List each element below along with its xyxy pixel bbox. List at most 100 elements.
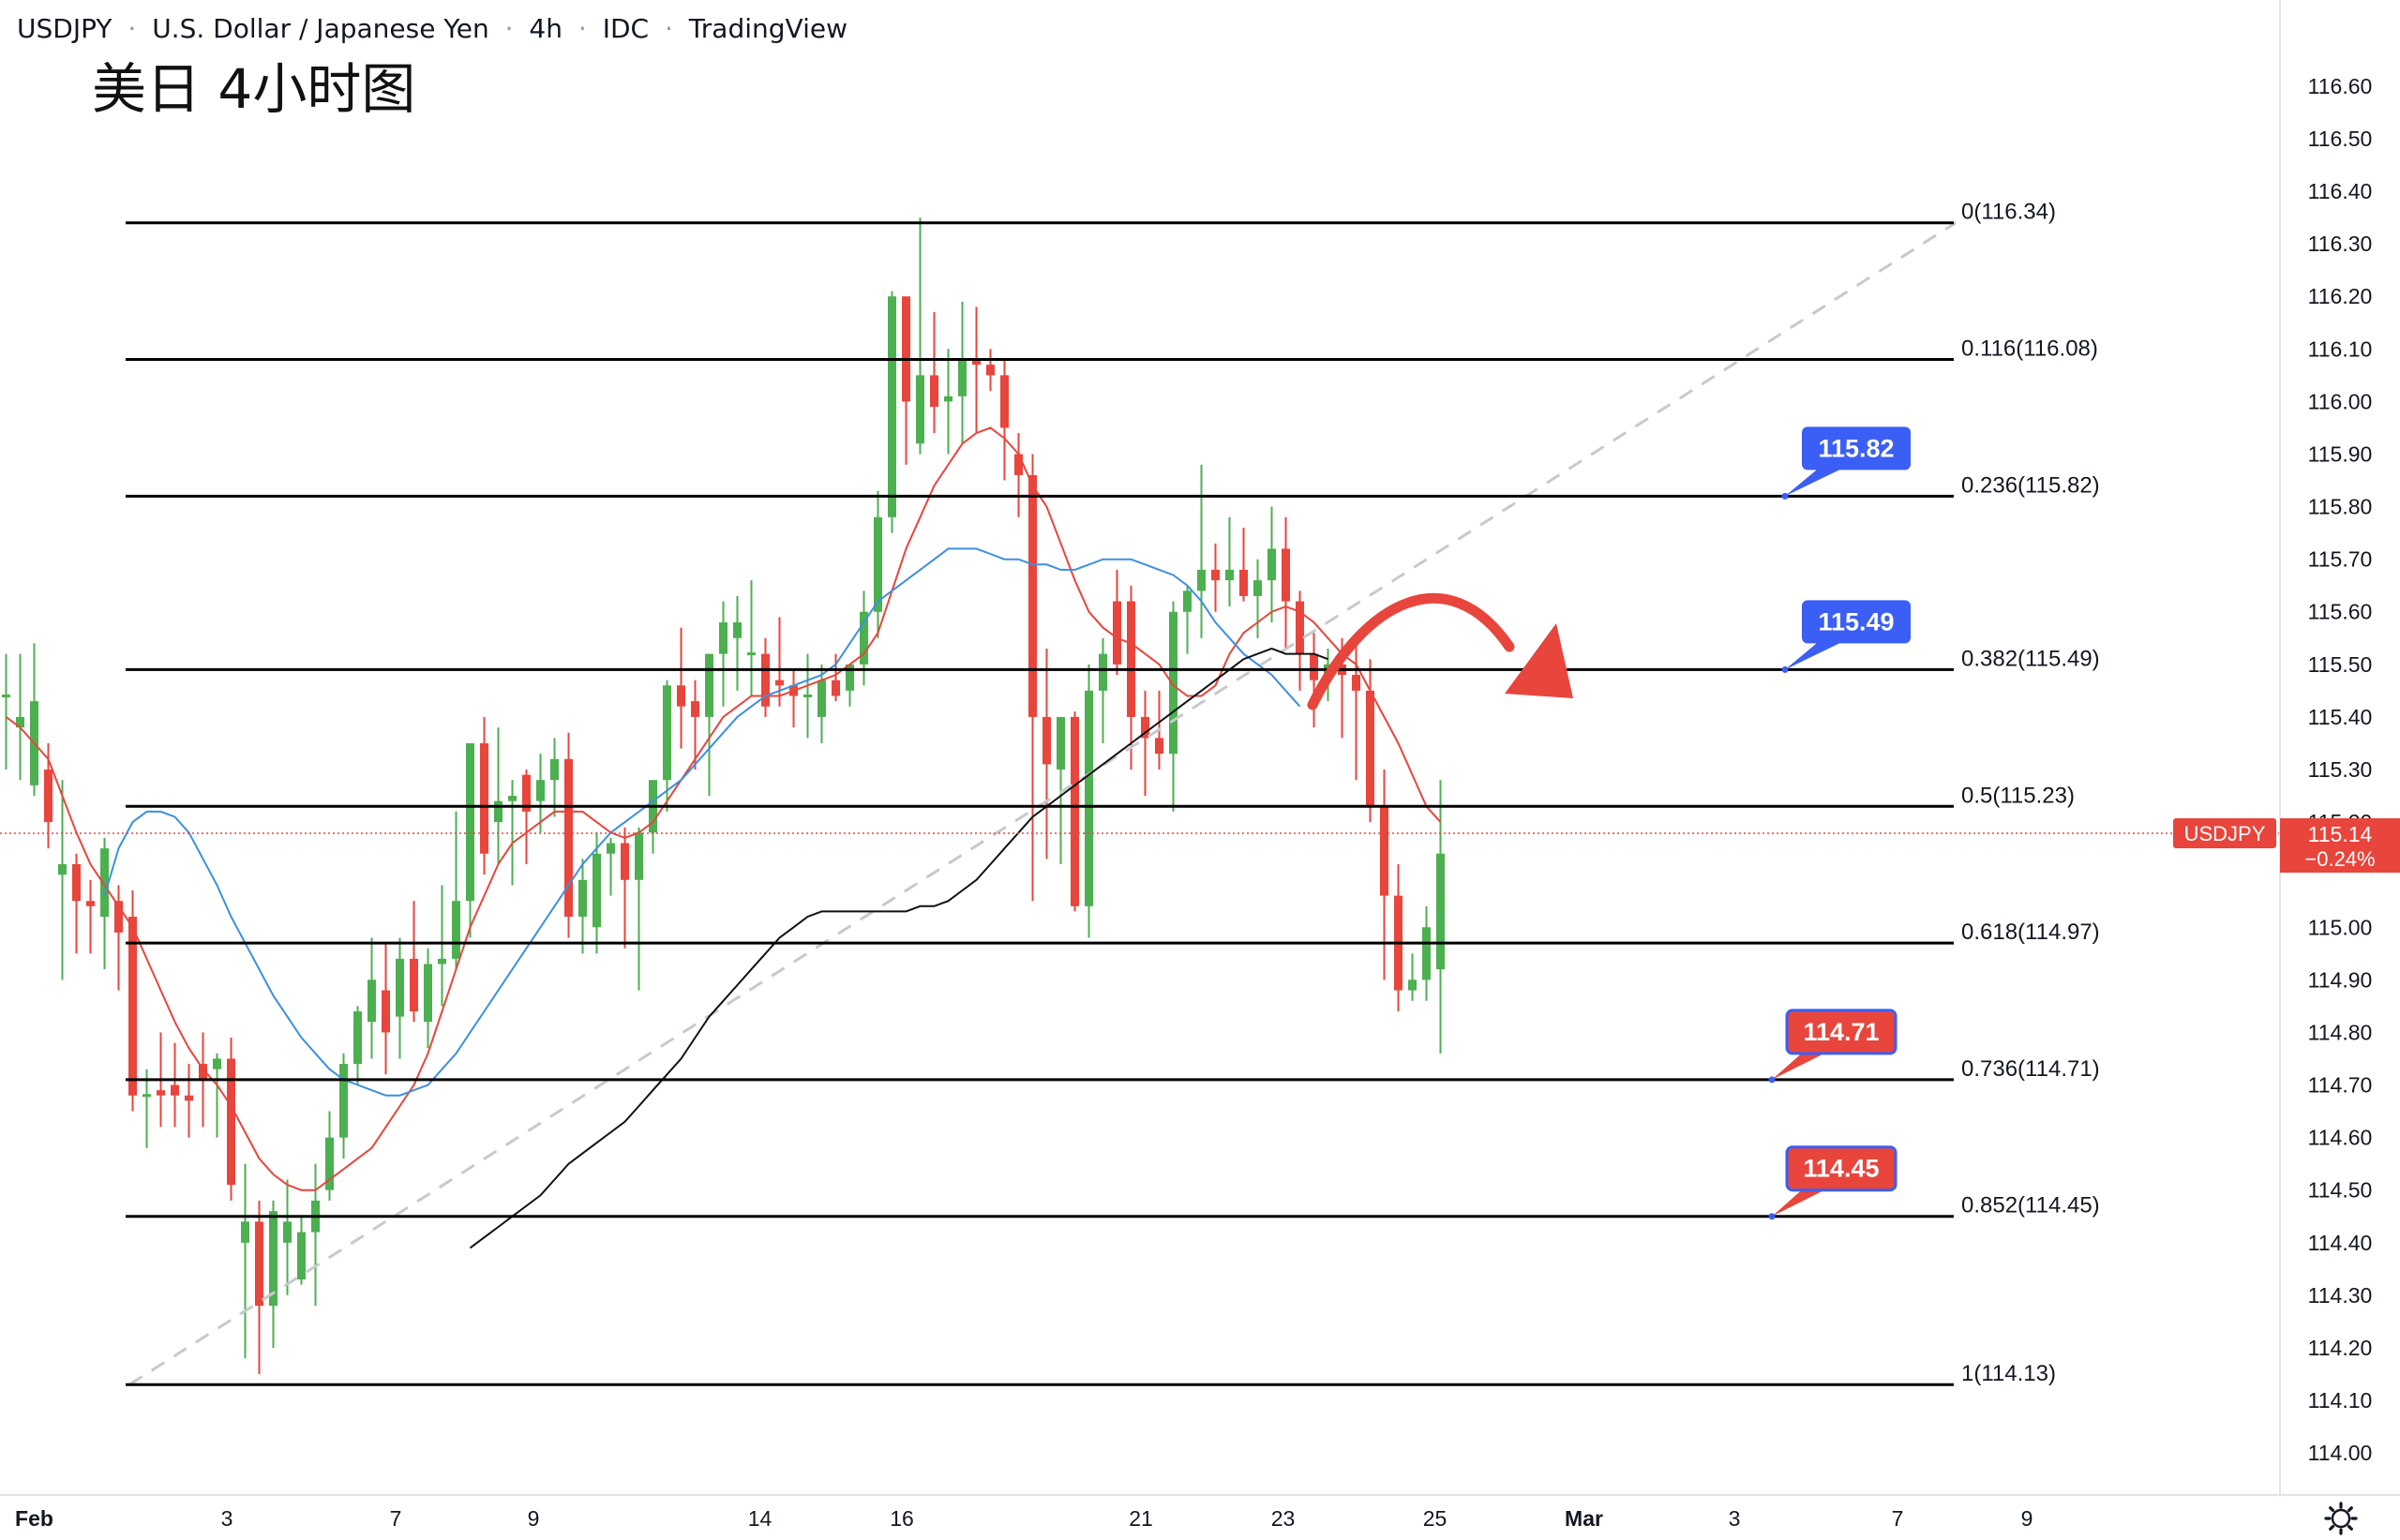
fib-label: 0.736(114.71) (1961, 1056, 2100, 1082)
time-tick-label: 9 (2021, 1506, 2033, 1531)
candle (2, 653, 10, 770)
candle (1422, 905, 1431, 1001)
candle (1028, 454, 1037, 902)
header-sep-1: · (128, 13, 136, 44)
time-tick-label: 25 (1423, 1506, 1448, 1531)
price-tick-label: 116.00 (2308, 389, 2373, 413)
price-tick-label: 115.70 (2308, 547, 2373, 572)
price-tick-label: 114.50 (2308, 1178, 2373, 1203)
candle (1071, 711, 1079, 912)
candle (1310, 633, 1318, 728)
price-tick-label: 114.30 (2308, 1283, 2373, 1308)
time-tick-label: Mar (1565, 1506, 1603, 1531)
candle (72, 853, 81, 954)
time-tick-label: 23 (1271, 1506, 1296, 1531)
candle (1113, 569, 1121, 676)
settings-gear-icon[interactable] (2324, 1502, 2358, 1535)
fib-level: 0.116(116.08) (126, 336, 2098, 362)
last-price-change: −0.24% (2304, 847, 2375, 871)
candle (803, 653, 812, 739)
price-tick-label: 115.30 (2308, 757, 2373, 782)
fib-level: 0.736(114.71) (126, 1056, 2100, 1082)
fib-label: 1(114.13) (1961, 1361, 2056, 1386)
last-price-axis-tag: 115.14 −0.24% (2280, 818, 2400, 873)
candle (241, 1163, 249, 1359)
time-axis[interactable]: Feb 3 7 9 14 16 21 23 25 Mar 3 7 9 (15, 1506, 2032, 1531)
candle (1436, 780, 1445, 1054)
price-tick-label: 116.40 (2308, 179, 2373, 203)
fib-level: 0.852(114.45) (126, 1193, 2100, 1219)
candle (100, 837, 109, 970)
price-tick-label: 115.00 (2308, 915, 2373, 939)
candle (297, 1216, 306, 1285)
candle (902, 296, 910, 465)
price-tick-label: 115.40 (2308, 705, 2373, 729)
last-price-value: 115.14 (2308, 822, 2373, 846)
price-callout[interactable]: 114.71 (1768, 1009, 1898, 1084)
price-tick-label: 114.80 (2308, 1020, 2373, 1044)
fib-level: 0.618(114.97) (126, 920, 2100, 945)
candle (832, 653, 840, 702)
candle (874, 490, 882, 638)
candle (480, 716, 488, 875)
indicator-line-1 (5, 426, 1442, 1191)
candle (578, 859, 587, 954)
candle (888, 291, 896, 533)
time-tick-label: 7 (1892, 1506, 1904, 1531)
candle (410, 901, 418, 1023)
price-callout-label: 115.82 (1818, 434, 1894, 462)
candle (1014, 433, 1023, 517)
candle (213, 1053, 221, 1138)
price-callout[interactable]: 114.45 (1768, 1145, 1898, 1220)
price-axis[interactable]: 116.60 116.50 116.40 116.30 116.20 116.10 116.… (2308, 74, 2373, 1465)
candle (846, 664, 854, 707)
trend-line-dashed (128, 221, 1957, 1386)
candle (1127, 585, 1135, 770)
time-tick-label: 14 (748, 1506, 772, 1531)
price-callout-label: 114.71 (1803, 1018, 1879, 1046)
header-sep-2: · (505, 13, 514, 44)
candle (719, 601, 728, 707)
callouts-layer: 115.82 115.49 114.71 114.45 (1768, 426, 1912, 1220)
last-price-tag-symbol-text: USDJPY (2184, 822, 2266, 845)
candle (1211, 543, 1220, 612)
candle (972, 307, 981, 434)
candle (396, 937, 404, 1059)
indicators-layer (5, 426, 1442, 1249)
fib-level: 0.5(115.23) (126, 783, 2075, 808)
price-callout[interactable]: 115.82 (1781, 426, 1912, 500)
price-tick-label: 115.50 (2308, 652, 2373, 677)
time-tick-label: 3 (1729, 1506, 1741, 1531)
curved-arrow-icon (1307, 592, 1515, 710)
trendline-layer (128, 221, 1957, 1386)
candle (339, 1053, 348, 1159)
candle (1366, 659, 1374, 823)
candle (58, 780, 67, 980)
candle (916, 217, 924, 455)
candle (986, 349, 995, 392)
curved-arrow-head (1505, 623, 1573, 698)
time-tick-label: 21 (1129, 1506, 1153, 1531)
candle (185, 1064, 193, 1138)
fibonacci-layer: 0(116.34) 0.116(116.08) 0.236(115.82) 0.382… (126, 200, 2100, 1386)
header-sep-3: · (578, 13, 587, 44)
candle (269, 1200, 278, 1348)
candle (705, 653, 713, 797)
candle (818, 664, 826, 743)
candle (536, 754, 545, 833)
price-tick-label: 116.60 (2308, 74, 2373, 98)
candle (1380, 770, 1388, 980)
candle (424, 948, 432, 1049)
candle (16, 653, 24, 781)
candle (564, 732, 573, 938)
price-tick-label: 116.10 (2308, 336, 2373, 361)
candle (86, 879, 95, 954)
candle (1282, 516, 1290, 649)
price-callout[interactable]: 115.49 (1781, 600, 1912, 673)
fib-level: 0.382(115.49) (126, 646, 2100, 671)
fib-label: 0.236(115.82) (1961, 472, 2100, 498)
fib-level: 0(116.34) (126, 200, 2056, 225)
price-tick-label: 115.90 (2308, 441, 2373, 466)
annotation-arrow (1307, 592, 1573, 710)
